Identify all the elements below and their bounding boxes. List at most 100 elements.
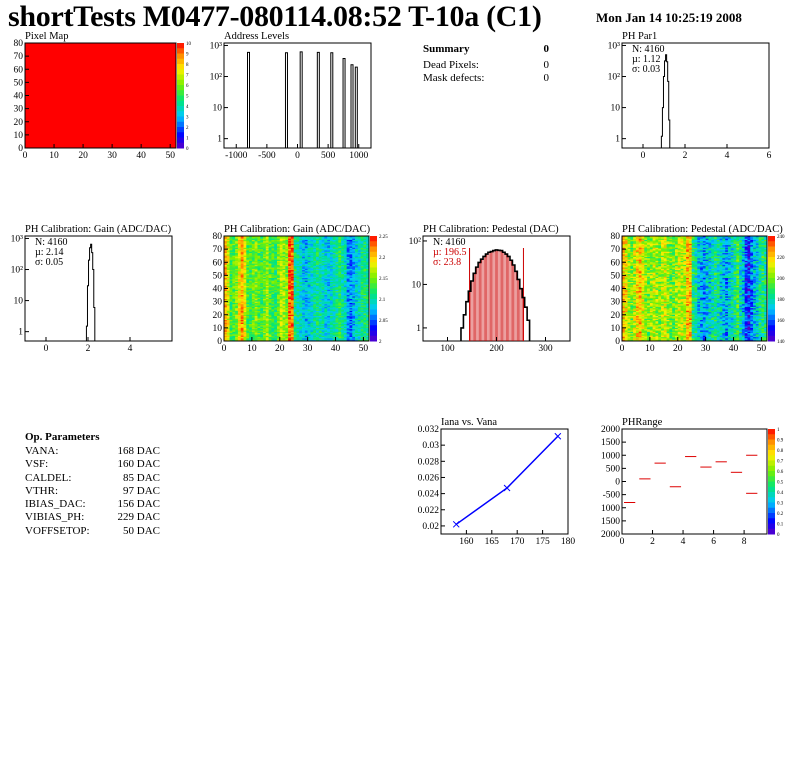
heatmap-cell [313, 327, 317, 330]
heatmap-cell [302, 285, 306, 288]
heatmap-cell [329, 322, 334, 325]
heatmap-cell [622, 289, 626, 292]
heatmap-cell [235, 285, 239, 288]
heatmap-cell [360, 238, 364, 241]
heatmap-cell [240, 271, 244, 274]
heatmap-cell [318, 300, 322, 302]
heatmap-cell [316, 275, 320, 277]
heatmap-cell [224, 335, 228, 338]
heatmap-cell [638, 283, 642, 285]
heatmap-cell [276, 253, 281, 255]
heatmap-cell [318, 289, 322, 292]
heatmap-cell [302, 338, 306, 340]
heatmap-cell [249, 253, 253, 255]
heatmap-cell [276, 316, 281, 318]
heatmap-cell [329, 334, 334, 337]
heatmap-cell [282, 309, 286, 312]
heatmap-cell [321, 330, 325, 333]
heatmap-cell [290, 276, 295, 279]
heatmap-cell [360, 246, 364, 249]
heatmap-cell [355, 295, 359, 297]
heatmap-cell [304, 314, 308, 317]
heatmap-cell [310, 254, 314, 256]
heatmap-cell [357, 306, 361, 309]
heatmap-cell [279, 325, 283, 327]
heatmap-cell [335, 239, 339, 242]
heatmap-cell [360, 308, 364, 310]
heatmap-cell [288, 245, 292, 247]
heatmap-cell [246, 242, 250, 245]
heatmap-cell [366, 264, 370, 267]
heatmap-cell [324, 299, 328, 301]
heatmap-cell [349, 274, 353, 276]
heatmap-cell [307, 268, 311, 271]
heatmap-cell [251, 337, 255, 339]
heatmap-cell [282, 251, 286, 254]
heatmap-cell [321, 321, 325, 323]
heatmap-cell [276, 264, 281, 267]
heatmap-cell [307, 279, 311, 281]
heatmap-cell [327, 304, 331, 306]
heatmap-cell [641, 254, 645, 256]
heatmap-cell [329, 330, 334, 333]
heatmap-cell [263, 250, 267, 253]
heatmap-cell [310, 253, 314, 255]
heatmap-cell [318, 296, 322, 298]
heatmap-cell [257, 241, 261, 243]
heatmap-cell [641, 241, 645, 243]
heatmap-cell [360, 249, 364, 251]
heatmap-cell [257, 268, 261, 271]
heatmap-cell [268, 318, 272, 321]
heatmap-cell [290, 250, 295, 253]
heatmap-cell [332, 323, 336, 326]
plot-frame [621, 42, 770, 149]
heatmap-cell [274, 335, 278, 338]
heatmap-cell [265, 247, 269, 250]
y-tick-label: 10 [14, 131, 24, 141]
heatmap-cell [327, 238, 331, 241]
heatmap-cell [343, 308, 347, 310]
heatmap-cell [352, 335, 356, 338]
heatmap-cell [293, 281, 297, 284]
heatmap-cell [329, 305, 334, 308]
heatmap-cell [641, 268, 645, 271]
heatmap-cell [224, 275, 228, 277]
heatmap-cell [635, 281, 640, 284]
heatmap-cell [268, 279, 272, 281]
heatmap-cell [357, 339, 361, 342]
heatmap-cell [229, 326, 233, 329]
heatmap-cell [357, 280, 361, 283]
heatmap-cell [240, 268, 244, 271]
page-title: shortTests M0477-080114.08:52 T-10a (C1) [8, 0, 542, 33]
heatmap-cell [288, 236, 292, 238]
heatmap-cell [282, 245, 286, 247]
heatmap-cell [274, 302, 278, 305]
heatmap-cell [329, 292, 334, 295]
heatmap-cell [313, 321, 317, 323]
heatmap-cell [343, 268, 347, 271]
color-scale-segment [177, 106, 184, 112]
heatmap-cell [346, 305, 350, 308]
heatmap-cell [321, 270, 325, 272]
heatmap-cell [638, 304, 642, 306]
heatmap-cell [288, 243, 292, 246]
heatmap-cell [318, 337, 322, 339]
heatmap-cell [324, 293, 328, 296]
heatmap-cell [285, 320, 289, 322]
heatmap-cell [299, 275, 303, 277]
heatmap-cell [366, 250, 370, 253]
heatmap-cell [318, 264, 322, 267]
heatmap-cell [274, 301, 278, 304]
heatmap-cell [263, 296, 267, 298]
heatmap-cell [627, 281, 631, 284]
heatmap-cell [343, 306, 347, 309]
heatmap-cell [288, 283, 292, 285]
heatmap-cell [360, 314, 364, 317]
heatmap-cell [299, 236, 303, 238]
heatmap-cell [310, 338, 314, 340]
heatmap-cell [321, 300, 325, 302]
heatmap-cell [271, 268, 275, 271]
heatmap-cell [341, 326, 345, 329]
heatmap-cell [310, 301, 314, 304]
heatmap-cell [318, 245, 322, 247]
